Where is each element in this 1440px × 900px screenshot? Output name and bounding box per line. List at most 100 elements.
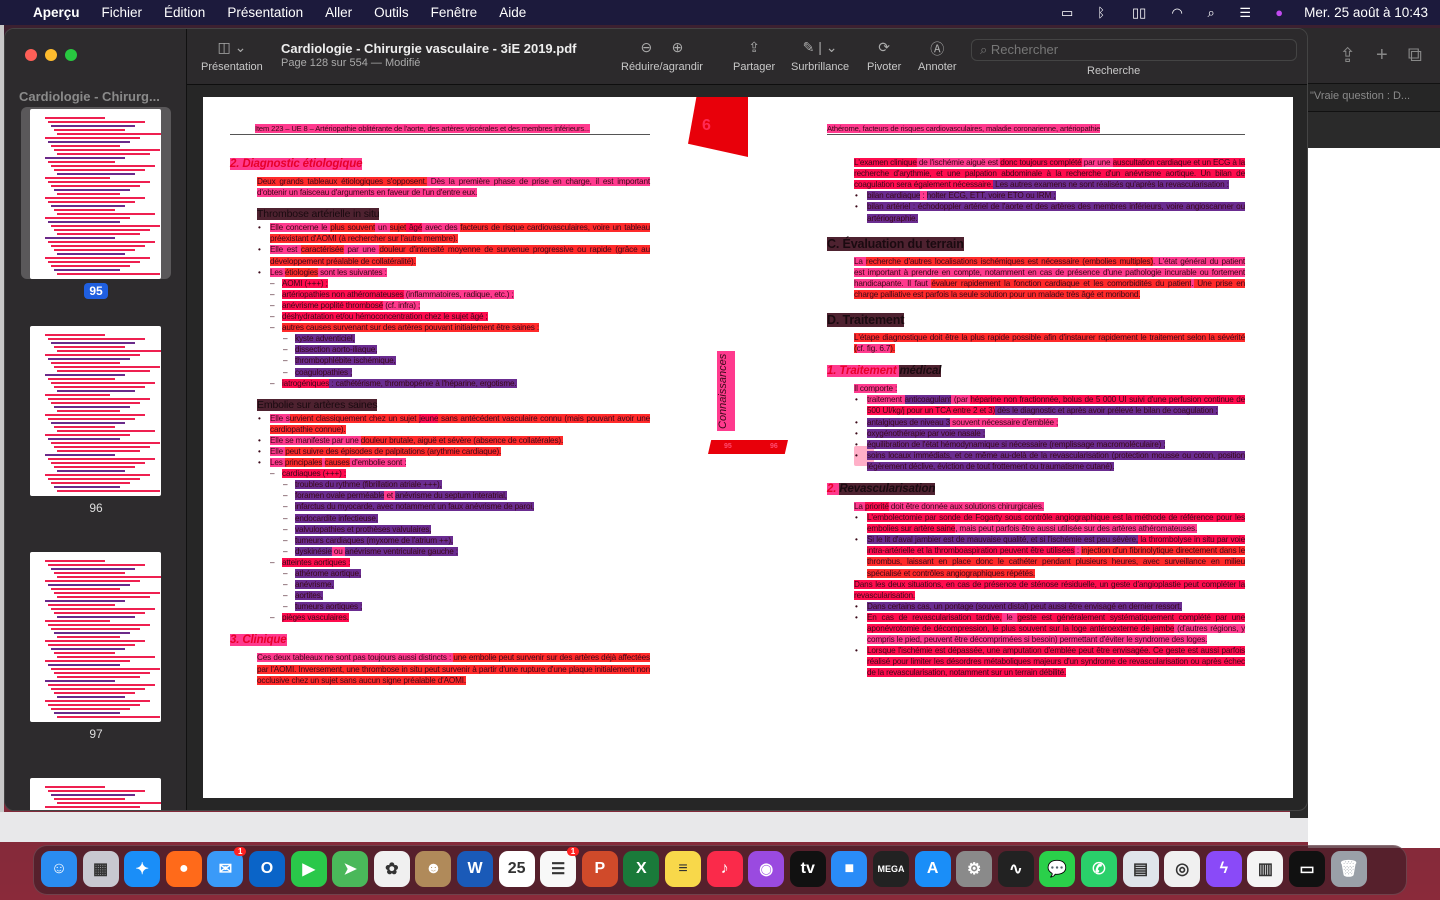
highlighted-text[interactable]: thrombophlébite ischémique, — [295, 356, 396, 366]
highlighted-text[interactable]: sont les suivantes : — [317, 267, 387, 277]
highlighted-text[interactable]: Athérome, facteurs de risques cardiovasc… — [827, 124, 1101, 133]
dock-podcasts-icon[interactable]: ◉ — [748, 851, 785, 887]
dock-preview-icon[interactable]: ▤ — [1122, 851, 1159, 887]
highlighted-text[interactable]: Lorsque l'ischémie est dépassée, une amp… — [867, 646, 1245, 678]
dock-calendar-icon[interactable]: 25 — [498, 851, 535, 887]
highlighted-text[interactable]: Il comporte : — [854, 384, 898, 394]
highlighted-text[interactable]: coagulopathies ; — [295, 367, 353, 377]
highlighted-text[interactable]: ou — [331, 546, 345, 556]
dock-powerpoint-icon[interactable]: P — [581, 851, 618, 887]
highlighted-text[interactable]: causes — [324, 458, 350, 468]
highlighted-text[interactable]: Si le lit d'aval jambier est de mauvaise… — [867, 535, 1139, 545]
highlighted-text[interactable]: Embolie sur artères saines — [257, 398, 378, 411]
highlighted-text[interactable]: troubles du rythme (fibrillation atriale… — [295, 480, 442, 490]
highlighted-text[interactable]: anévrisme poplité thrombosé — [282, 300, 384, 310]
highlighted-text[interactable]: anévrisme du septum interatrial, — [395, 491, 507, 501]
close-button[interactable] — [25, 49, 37, 61]
dock-activity-monitor-icon[interactable]: ∿ — [997, 851, 1034, 887]
pdf-spread[interactable]: 6 Connaissances 95 96 Item 223 – UE 8 – A… — [203, 97, 1293, 798]
highlighted-text[interactable]: Les autres examens ne sont réalisés qu'a… — [993, 180, 1229, 190]
menu-aide[interactable]: Aide — [499, 5, 527, 20]
highlighted-text[interactable]: antalgiques de niveau 3 — [867, 417, 951, 427]
highlighted-text[interactable]: Deux grands tableaux étiologiques s'oppo… — [257, 177, 427, 187]
highlighted-text[interactable]: jeune — [419, 413, 439, 423]
highlighted-text[interactable]: ). — [890, 344, 895, 354]
highlighted-text[interactable]: doit être donnée aux solutions chirurgic… — [888, 501, 1044, 511]
highlighted-text[interactable]: tumeurs cardiaques (myxome de l'atrium +… — [295, 535, 454, 545]
highlighted-text[interactable]: urvient classiquement chez un sujet — [289, 413, 420, 423]
dock-chrome-icon[interactable]: ◎ — [1164, 851, 1201, 887]
siri-icon[interactable]: ● — [1275, 5, 1284, 20]
menu-outils[interactable]: Outils — [374, 5, 409, 20]
highlighted-text[interactable]: bilan cardiaque — [867, 191, 921, 201]
highlighted-text[interactable]: Revascularisation — [839, 482, 936, 495]
dock-music-icon[interactable]: ♪ — [706, 851, 743, 887]
dock-finder-icon[interactable]: ☺ — [41, 851, 77, 887]
highlighted-text[interactable]: C. Évaluation du terrain — [827, 236, 964, 251]
highlighted-text[interactable]: endocardite infectieuse, — [295, 513, 378, 523]
dock-firefox-icon[interactable]: ● — [165, 851, 202, 887]
highlighted-text[interactable]: athérome aortique, — [295, 569, 362, 578]
highlighted-text[interactable]: un — [375, 223, 390, 233]
highlighted-text[interactable]: Dans certains cas, un pontage (souvent d… — [867, 601, 1182, 611]
new-tab-icon[interactable]: + — [1376, 44, 1388, 66]
zoom-in-out-icon[interactable]: ⊖ ⊕ — [640, 39, 684, 55]
menu-aller[interactable]: Aller — [325, 5, 353, 20]
highlighted-text[interactable]: Dans les deux situations, en cas de prés… — [854, 579, 1245, 600]
dock-mail-icon[interactable]: ✉ 1 — [207, 847, 247, 887]
highlighted-text[interactable]: valvulopathies et prothèses valvulaires, — [295, 524, 432, 534]
highlighted-text[interactable]: douleur brutale, aiguë et sévère (absenc… — [360, 435, 564, 445]
zoom-button[interactable] — [65, 49, 77, 61]
highlighted-text[interactable]: avec des — [422, 223, 461, 233]
highlighted-text[interactable]: de l'ischémie aiguë est — [916, 158, 1001, 168]
highlighted-text[interactable]: tumeurs aortiques ; — [295, 602, 363, 612]
highlighted-text[interactable]: bilan artériel : échodoppler artériel de… — [867, 202, 1245, 223]
highlighted-text[interactable]: anévrisme, — [295, 580, 334, 590]
dock-app-store-icon[interactable]: A — [914, 851, 951, 887]
highlighted-text[interactable]: kyste adventiciel, — [295, 334, 355, 344]
dock-outlook-icon[interactable]: O — [249, 851, 285, 887]
highlighted-text[interactable]: 2. — [827, 482, 840, 495]
page-thumbnail[interactable] — [30, 326, 161, 496]
dock-apple-tv-icon[interactable]: tv — [789, 851, 826, 887]
highlighted-text[interactable]: En cas de revascularisation tardive, — [867, 612, 1002, 622]
highlighted-text[interactable]: dès le diagnostic et après avoir prélevé… — [995, 406, 1218, 416]
wifi-icon[interactable]: ◠ — [1171, 4, 1183, 20]
search-icon[interactable]: ⌕ — [1207, 4, 1215, 20]
highlighted-text[interactable]: L'étape diagnostique doit être la plus r… — [854, 333, 1245, 354]
highlighted-text[interactable]: sujet — [389, 223, 407, 233]
highlighted-text[interactable]: foramen ovale perméable — [295, 491, 385, 501]
page-thumbnail[interactable] — [30, 778, 161, 810]
highlighted-text[interactable]: caractérisée — [300, 245, 344, 255]
share-icon[interactable]: ⇪ — [1339, 45, 1357, 67]
highlighted-text[interactable]: AOMI (+++) ; — [282, 278, 328, 288]
highlighted-text[interactable]: souvent nécessaire d'emblée ; — [950, 417, 1059, 427]
highlighted-text[interactable]: holter ECG, ETT, voire ETO ou IRM ; — [926, 191, 1056, 201]
menu-présentation[interactable]: Présentation — [227, 5, 304, 20]
dock-system-preferences-icon[interactable]: ⚙ — [956, 851, 993, 887]
bluetooth-icon[interactable]: ᛒ — [1097, 5, 1106, 20]
highlighted-text[interactable]: cardiaques (+++) : — [282, 469, 346, 479]
highlighted-text[interactable]: Elle se manifeste par une — [270, 435, 361, 445]
dock-maps-icon[interactable]: ➤ — [332, 851, 369, 887]
dock-document-icon[interactable]: ▥ — [1247, 851, 1284, 887]
highlighted-text[interactable]: 2. Diagnostic étiologique — [230, 158, 363, 171]
highlighted-text[interactable]: pièges vasculaires. — [282, 613, 349, 623]
highlighted-text[interactable]: recherche d'autres localisations ischémi… — [865, 256, 1154, 266]
highlighted-text[interactable]: Elle est — [270, 245, 301, 255]
search-input[interactable]: ⌕ Rechercher — [971, 39, 1297, 61]
highlighted-text[interactable]: 1. Traitement — [827, 365, 900, 378]
control-center-icon[interactable]: ☰ — [1239, 4, 1251, 20]
clock[interactable]: Mer. 25 août à 10:43 — [1304, 5, 1428, 20]
dock-messages-icon[interactable]: 💬 — [1039, 851, 1076, 887]
highlighted-text[interactable]: équilibration de l'état hémodynamique si… — [867, 439, 1166, 449]
highlight-button[interactable]: ✎ | ⌄ Surbrillance — [791, 39, 850, 73]
highlighted-text[interactable]: d'embolie sont : — [349, 458, 407, 468]
dock-notes-icon[interactable]: ≡ — [665, 851, 701, 887]
minimize-button[interactable] — [45, 49, 57, 61]
highlighted-text[interactable]: donc toujours complété — [1000, 158, 1082, 168]
presentation-button[interactable]: ◫ ⌄ Présentation — [201, 39, 263, 73]
highlighted-text[interactable]: cf. fig. 6.7 — [856, 344, 891, 354]
highlighted-text[interactable]: Elle concerne le — [270, 223, 331, 233]
highlighted-text[interactable]: principales — [284, 458, 323, 468]
